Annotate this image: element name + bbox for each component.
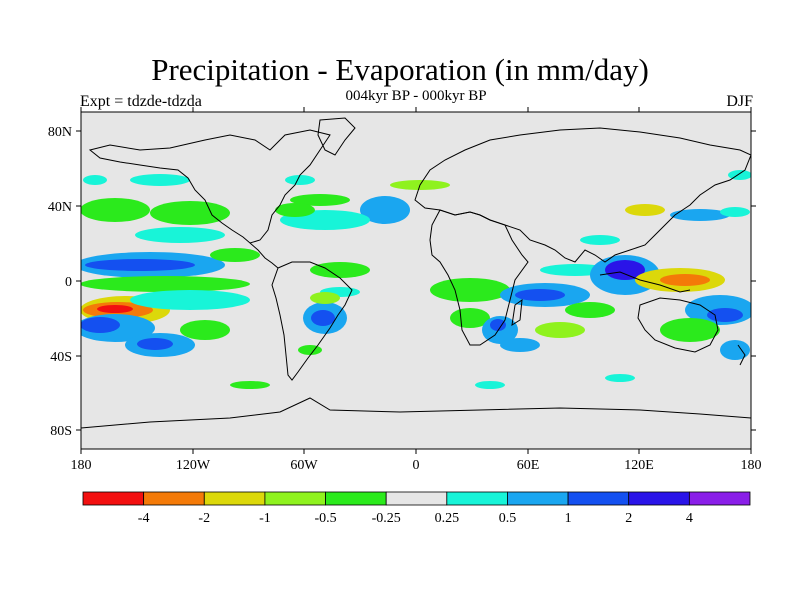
lat-label-40s: 40S (50, 350, 72, 365)
colorbar-swatch (325, 491, 387, 506)
lat-label-80s: 80S (50, 424, 72, 439)
lat-axis (76, 130, 756, 431)
anomaly-patch (83, 175, 107, 185)
lat-label-80n: 80N (48, 125, 72, 140)
anomaly-patch (535, 322, 585, 338)
anomaly-patch (97, 305, 133, 313)
anomaly-patch (81, 317, 120, 333)
colorbar-label: -4 (138, 511, 150, 526)
coastlines (81, 117, 751, 429)
anomaly-patch (130, 174, 190, 186)
colorbar-label: -2 (198, 511, 210, 526)
madagascar-coast (511, 298, 523, 326)
antarctica-coast (81, 397, 751, 429)
colorbar-swatch (507, 491, 569, 506)
colorbar-label: 0.5 (499, 511, 517, 526)
season-label: DJF (726, 93, 753, 110)
anomaly-patch (605, 260, 645, 280)
colorbar-swatch (82, 491, 145, 506)
anomaly-patch (81, 198, 150, 222)
anomaly-patch (310, 292, 340, 304)
anomaly-patch (81, 276, 250, 292)
anomaly-patch (625, 204, 665, 216)
colorbar-swatch (385, 491, 448, 506)
colorbar-label: 2 (625, 511, 632, 526)
australia-coast (637, 297, 719, 353)
lat-label-0: 0 (65, 275, 72, 290)
anomaly-patch (605, 374, 635, 382)
lat-label-40n: 40N (48, 200, 72, 215)
lon-label-60e: 60E (517, 458, 540, 473)
anomaly-patch (580, 235, 620, 245)
anomaly-patch (360, 196, 410, 224)
colorbar-swatch (628, 491, 690, 506)
anomaly-patch (707, 308, 743, 322)
new-zealand-coast (737, 344, 746, 366)
anomaly-patch (180, 320, 230, 340)
anomaly-patch (85, 259, 195, 271)
colorbar-label: -0.5 (314, 511, 336, 526)
anomaly-patch (565, 302, 615, 318)
colorbar-label: -1 (259, 511, 271, 526)
lon-label-120w: 120W (176, 458, 211, 473)
anomaly-patch (290, 194, 350, 206)
colorbar-label: -0.25 (372, 511, 401, 526)
anomaly-patch (430, 278, 510, 302)
anomaly-patch (660, 274, 710, 286)
anomaly-patch (275, 203, 315, 217)
africa-coast (429, 209, 529, 346)
anomaly-patch (670, 209, 730, 221)
colorbar-label: 0.25 (435, 511, 460, 526)
colorbar-swatch (264, 491, 326, 506)
anomaly-patch (298, 345, 322, 355)
colorbar-swatch (143, 491, 205, 506)
plot-title: Precipitation - Evaporation (in mm/day) (151, 52, 649, 87)
anomaly-patch (150, 201, 230, 225)
anomaly-patch (515, 289, 565, 301)
south-america-coast (271, 261, 353, 381)
anomaly-patch (310, 262, 370, 278)
central-america-coast (249, 242, 279, 269)
anomaly-patch (230, 381, 270, 389)
anomaly-patch (311, 310, 335, 326)
anomaly-patch (490, 319, 506, 331)
colorbar-swatch (688, 491, 751, 506)
anomaly-field (81, 170, 751, 389)
anomaly-patch (475, 381, 505, 389)
anomaly-patch (130, 290, 250, 310)
indonesia-coast (599, 271, 691, 293)
lon-axis (80, 107, 752, 454)
colorbar-label: 1 (565, 511, 572, 526)
lon-label-60w: 60W (290, 458, 318, 473)
greenland-coast (317, 117, 356, 156)
anomaly-patch (500, 338, 540, 352)
anomaly-patch (660, 318, 720, 342)
lon-label-180e: 180 (741, 458, 762, 473)
anomaly-patch (135, 227, 225, 243)
experiment-label: Expt = tdzde-tdzda (80, 93, 202, 110)
lon-label-0: 0 (413, 458, 420, 473)
anomaly-patch (137, 338, 173, 350)
lon-label-120e: 120E (624, 458, 654, 473)
anomaly-patch (720, 207, 750, 217)
anomaly-patch (210, 248, 260, 262)
lon-label-180w: 180 (71, 458, 92, 473)
colorbar-swatch (203, 491, 266, 506)
plot-subtitle: 004kyr BP - 000kyr BP (345, 88, 487, 104)
colorbar: -4 -2 -1 -0.5 -0.25 0.25 0.5 1 2 4 (82, 491, 751, 526)
colorbar-swatch (446, 491, 508, 506)
anomaly-patch (720, 340, 750, 360)
north-america-coast (88, 129, 331, 244)
colorbar-swatch (567, 491, 630, 506)
anomaly-patch (285, 175, 315, 185)
colorbar-label: 4 (686, 511, 693, 526)
